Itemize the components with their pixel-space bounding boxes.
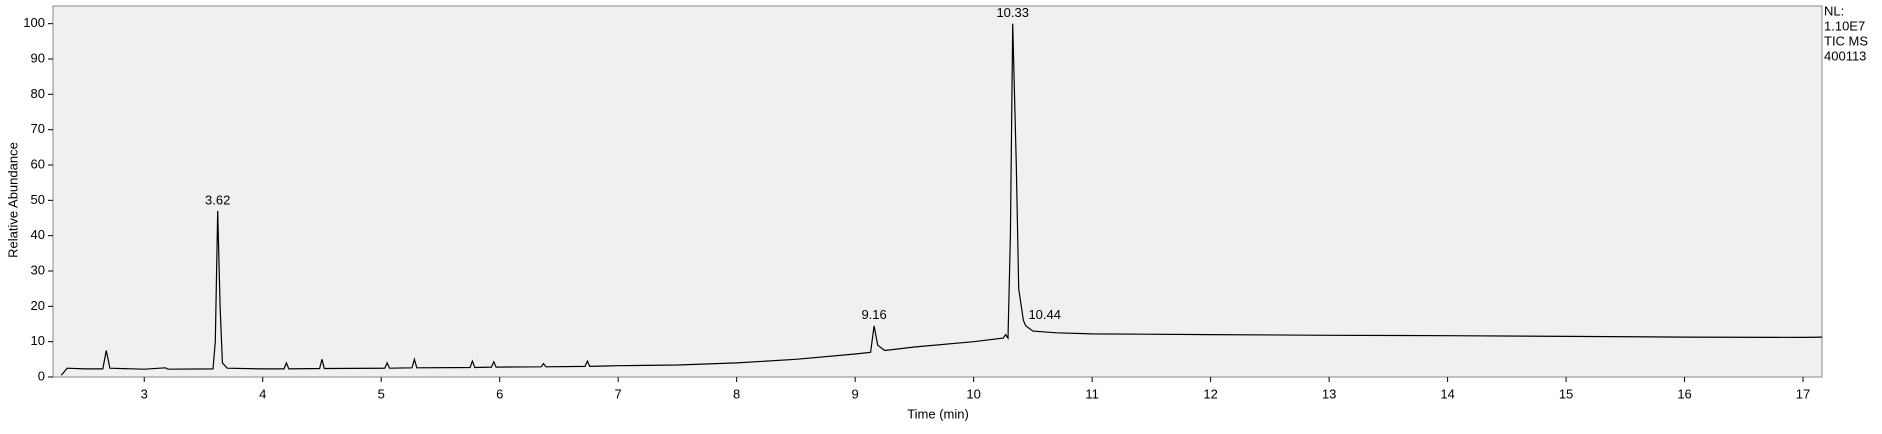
peak-label: 3.62: [205, 192, 230, 207]
peak-label: 10.33: [996, 5, 1029, 20]
info-text: 1.10E7: [1824, 18, 1865, 33]
info-text: 400113: [1824, 48, 1866, 63]
x-tick-label: 10: [966, 386, 980, 401]
x-tick-label: 8: [733, 386, 740, 401]
x-axis-label: Time (min): [907, 406, 969, 421]
x-tick-label: 16: [1677, 386, 1691, 401]
y-tick-label: 40: [31, 227, 45, 242]
x-tick-label: 12: [1203, 386, 1217, 401]
x-tick-label: 11: [1085, 386, 1099, 401]
x-tick-label: 15: [1559, 386, 1573, 401]
y-tick-label: 30: [31, 262, 45, 277]
y-tick-label: 60: [31, 156, 45, 171]
chromatogram-line: [60, 23, 1823, 376]
peak-label: 9.16: [861, 307, 886, 322]
x-tick-label: 4: [259, 386, 266, 401]
y-tick-label: 10: [31, 333, 45, 348]
x-tick-label: 9: [852, 386, 859, 401]
plot-area: [52, 5, 1823, 378]
y-tick-label: 100: [23, 15, 45, 30]
x-tick-label: 13: [1322, 386, 1336, 401]
info-text: TIC MS: [1824, 33, 1868, 48]
y-tick-label: 50: [31, 192, 45, 207]
y-tick-label: 80: [31, 86, 45, 101]
peak-label: 10.44: [1028, 307, 1061, 322]
x-tick-label: 3: [141, 386, 148, 401]
x-tick-label: 7: [615, 386, 622, 401]
x-tick-label: 5: [378, 386, 385, 401]
x-tick-label: 14: [1440, 386, 1454, 401]
y-axis-label: Relative Abundance: [5, 142, 20, 258]
y-tick-label: 20: [31, 298, 45, 313]
y-tick-label: 70: [31, 121, 45, 136]
x-tick-label: 6: [496, 386, 503, 401]
y-tick-label: 90: [31, 50, 45, 65]
x-tick-label: 17: [1796, 386, 1810, 401]
info-text: NL:: [1824, 3, 1844, 18]
y-tick-label: 0: [38, 368, 45, 383]
